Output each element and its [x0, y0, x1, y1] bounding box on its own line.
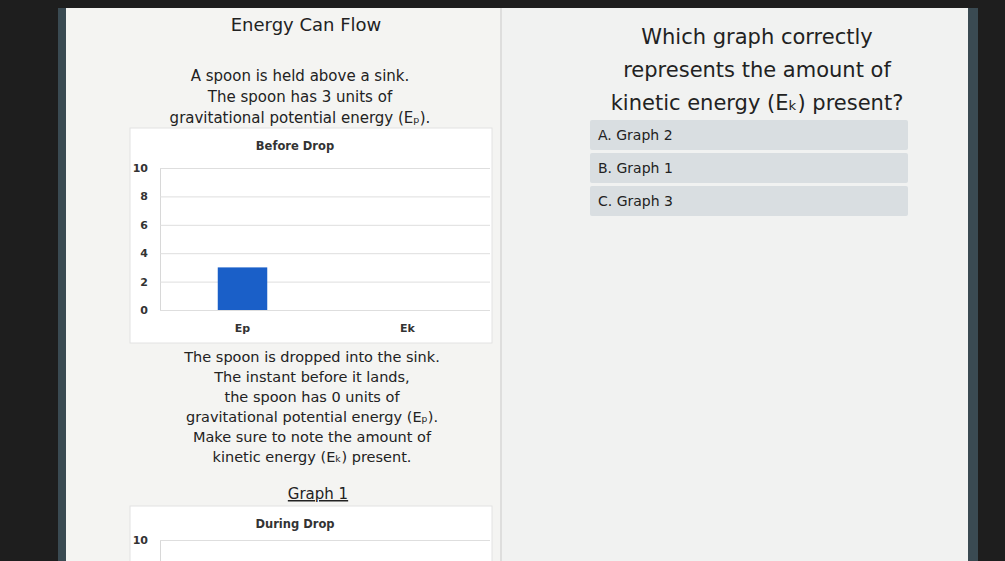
- y-tick-label: 8: [140, 190, 148, 203]
- bars: [218, 267, 268, 310]
- page: [58, 8, 978, 561]
- intro-line: A spoon is held above a sink.: [191, 67, 410, 85]
- intro-line: The spoon has 3 units of: [207, 88, 393, 106]
- x-tick: Ek: [400, 322, 416, 335]
- question-line: kinetic energy (Eₖ) present?: [611, 91, 904, 115]
- y-tick: 6: [140, 219, 490, 232]
- grid-line: [160, 196, 490, 197]
- y-axis: 10: [133, 534, 490, 561]
- option[interactable]: A. Graph 2: [598, 127, 673, 143]
- x-tick-label: Ep: [235, 322, 251, 335]
- y-axis-line: [160, 169, 161, 311]
- y-tick-label: 10: [133, 162, 149, 175]
- y-tick: 2: [140, 276, 490, 289]
- y-axis-line: [160, 541, 161, 561]
- instruction-line: gravitational potential energy (Eₚ).: [186, 409, 438, 425]
- y-axis: 0 2 4 6 8 10: [133, 162, 490, 317]
- y-tick: 8: [140, 190, 490, 203]
- screen: Energy Can Flow A spoon is held above a s…: [0, 0, 1005, 561]
- grid-line: [160, 225, 490, 226]
- x-tick-label: Ek: [400, 322, 416, 335]
- y-tick-label: 4: [140, 247, 148, 260]
- y-tick: 10: [133, 162, 490, 175]
- option[interactable]: C. Graph 3: [598, 193, 673, 209]
- heading: Energy Can Flow: [231, 14, 382, 35]
- chart-frame: [130, 506, 492, 561]
- y-tick-label: 2: [140, 276, 148, 289]
- option-box[interactable]: [590, 153, 908, 183]
- chart-frame: [130, 128, 492, 343]
- chart: During Drop 10: [130, 506, 492, 561]
- option-box[interactable]: [590, 120, 908, 150]
- option[interactable]: B. Graph 1: [598, 160, 673, 176]
- grid-line: [160, 253, 490, 254]
- instruction-line: Make sure to note the amount of: [193, 429, 432, 445]
- y-tick: 0: [140, 304, 490, 317]
- option-box[interactable]: [590, 186, 908, 216]
- chart-title: During Drop: [255, 517, 334, 531]
- grid-line: [160, 540, 490, 541]
- instruction-line: The instant before it lands,: [213, 369, 409, 385]
- y-tick: 4: [140, 247, 490, 260]
- graph-label: Graph 1: [288, 485, 348, 503]
- divider: [501, 8, 502, 561]
- bar: [383, 310, 433, 311]
- y-tick-label: 0: [140, 304, 148, 317]
- instruction-line: kinetic energy (Eₖ) present.: [213, 449, 412, 465]
- chart-title: Before Drop: [256, 139, 334, 153]
- x-axis: Ep Ek: [235, 322, 416, 335]
- edge: [968, 8, 978, 561]
- y-tick: 10: [133, 534, 490, 547]
- y-tick-label: 10: [133, 534, 149, 547]
- instruction-line: the spoon has 0 units of: [224, 389, 400, 405]
- grid-line: [160, 168, 490, 169]
- grid-line: [160, 282, 490, 283]
- question-line: Which graph correctly: [641, 25, 872, 49]
- y-tick-label: 6: [140, 219, 148, 232]
- intro-line: gravitational potential energy (Eₚ).: [170, 109, 431, 127]
- question-line: represents the amount of: [623, 58, 891, 82]
- edge: [58, 8, 66, 561]
- right-panel: [502, 8, 978, 561]
- x-tick: Ep: [235, 322, 251, 335]
- grid-line: [160, 310, 490, 311]
- instruction-line: The spoon is dropped into the sink.: [183, 349, 440, 365]
- chart: Before Drop 0 2 4 6 8 10 Ep Ek: [130, 128, 492, 343]
- bar: [218, 267, 268, 310]
